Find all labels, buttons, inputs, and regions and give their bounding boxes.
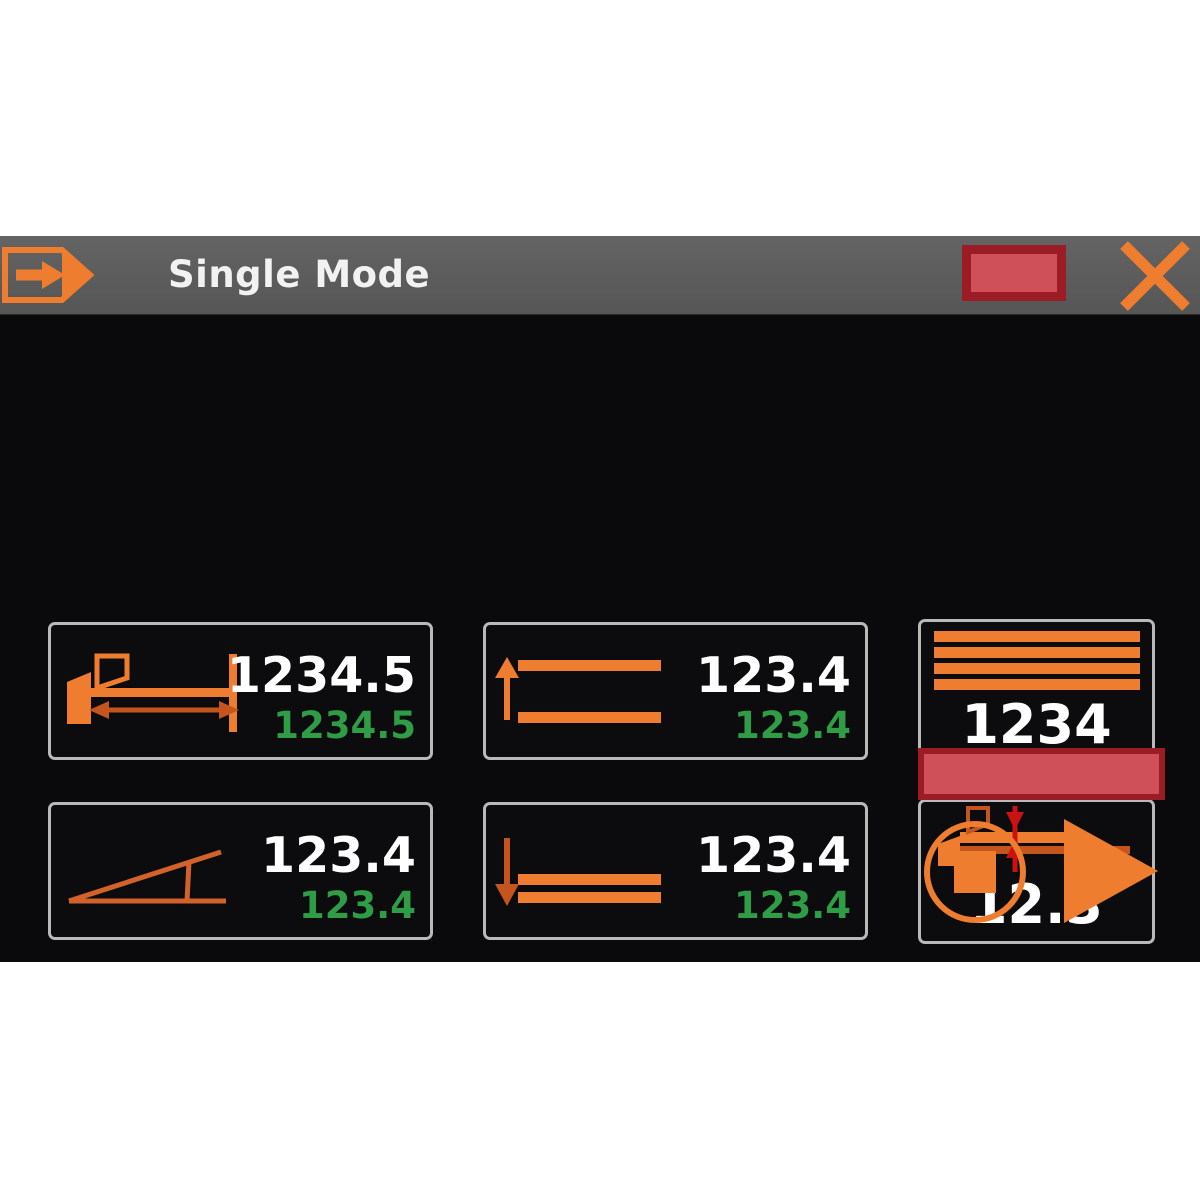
length-target-value: 1234.5 xyxy=(273,704,416,747)
opening-height-up-arrow-icon xyxy=(495,625,696,757)
length-value: 1234.5 xyxy=(226,647,416,704)
bend-angle-icon xyxy=(61,805,261,937)
page-title: Single Mode xyxy=(168,253,431,296)
beam-depth-down-arrow-icon xyxy=(495,805,696,937)
depth-value: 123.4 xyxy=(696,827,851,884)
measurement-card-length[interactable]: 1234.5 1234.5 xyxy=(48,622,433,760)
status-badge[interactable] xyxy=(962,245,1066,301)
bend-stack-lines-icon xyxy=(921,628,1152,690)
stop-button-icon[interactable] xyxy=(921,818,1029,926)
play-button-icon[interactable] xyxy=(1052,815,1164,927)
opening-target-value: 123.4 xyxy=(733,704,851,747)
angle-target-value: 123.4 xyxy=(298,884,416,927)
close-x-icon[interactable] xyxy=(1118,240,1192,312)
measurement-card-depth[interactable]: 123.4 123.4 xyxy=(483,802,868,940)
run-status-bar[interactable] xyxy=(918,748,1165,800)
measurement-card-opening[interactable]: 123.4 123.4 xyxy=(483,622,868,760)
opening-value: 123.4 xyxy=(696,647,851,704)
measurement-card-program[interactable]: 1234 xyxy=(918,619,1155,764)
angle-value: 123.4 xyxy=(261,827,416,884)
program-value: 1234 xyxy=(961,693,1112,756)
backgauge-length-icon xyxy=(61,625,261,757)
arrow-into-box-icon[interactable] xyxy=(2,247,95,303)
depth-target-value: 123.4 xyxy=(733,884,851,927)
measurement-card-angle[interactable]: 123.4 123.4 xyxy=(48,802,433,940)
